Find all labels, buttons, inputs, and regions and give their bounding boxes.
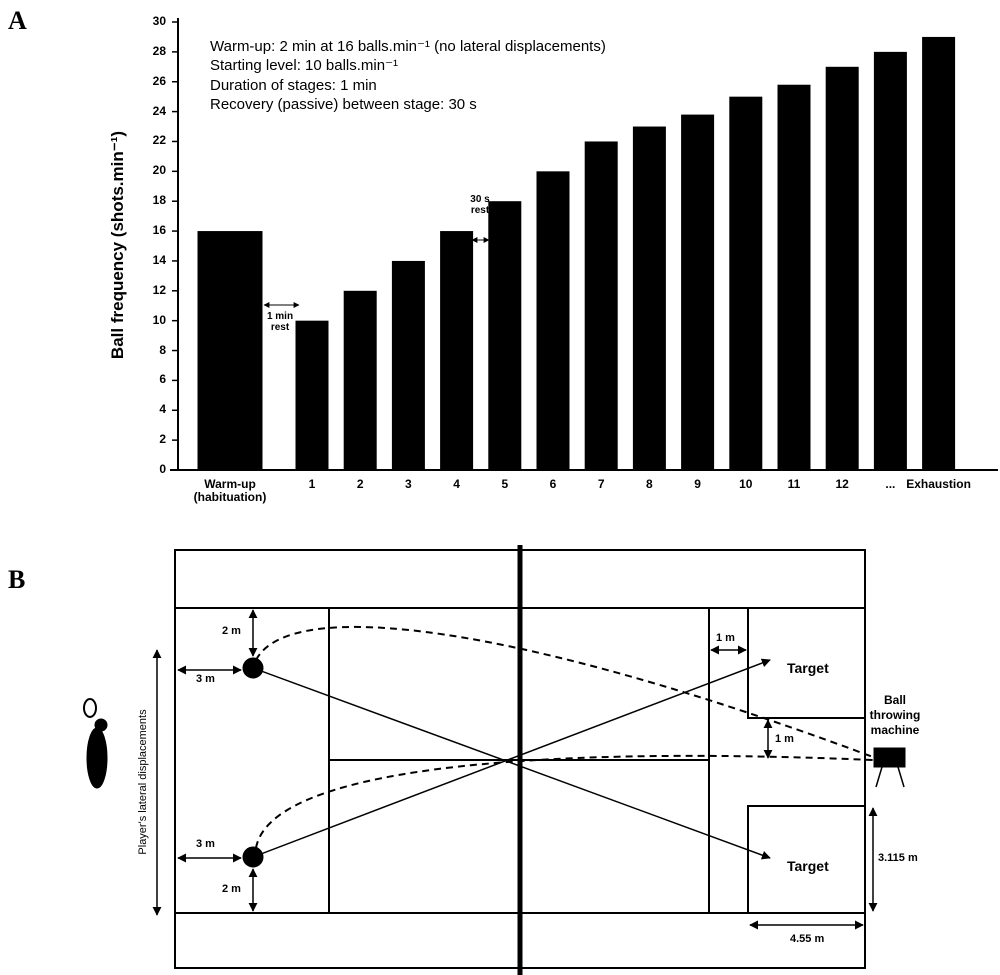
- x-tick-label: 9: [694, 477, 701, 491]
- y-tick-label: 18: [152, 193, 166, 208]
- y-tick-label: 30: [152, 14, 166, 28]
- target-label: Target: [787, 660, 829, 676]
- y-tick-label: 2: [159, 432, 166, 447]
- y-tick-label: 22: [152, 133, 166, 148]
- panel-label: B: [8, 565, 26, 594]
- y-tick-label: 16: [152, 223, 166, 238]
- y-tick-label: 0: [159, 462, 166, 476]
- y-tick-label: 14: [152, 252, 166, 267]
- x-tick-label: 12: [835, 477, 849, 491]
- annotation: Recovery (passive) between stage: 30 s: [210, 96, 477, 113]
- bar: [729, 96, 763, 471]
- y-tick-label: 28: [152, 43, 166, 58]
- bar: [681, 114, 715, 470]
- bar: [536, 171, 570, 471]
- x-tick-label: 8: [646, 477, 653, 491]
- x-tick-label: Warm-up (habituation): [193, 477, 267, 504]
- distance-label: 4.55 m: [790, 933, 825, 945]
- annotation: Duration of stages: 1 min: [210, 77, 377, 94]
- bar: [488, 201, 522, 470]
- annotation: Starting level: 10 balls.min⁻¹: [210, 57, 398, 74]
- y-tick-label: 6: [159, 372, 166, 387]
- x-tick-label: 6: [549, 477, 557, 491]
- x-tick-label: 7: [597, 477, 605, 491]
- bar: [777, 84, 811, 470]
- distance-label: 2 m: [222, 883, 241, 895]
- x-tick-label: 5: [501, 477, 509, 491]
- x-tick-label: 2: [356, 477, 364, 491]
- y-tick-label: 24: [152, 103, 166, 118]
- bar: [825, 66, 859, 471]
- machine-label: Ball throwing machine: [869, 693, 921, 737]
- y-tick-label: 12: [152, 282, 166, 297]
- distance-label: 3 m: [196, 838, 215, 850]
- y-tick-label: 26: [152, 73, 166, 88]
- bar: [632, 126, 666, 471]
- y-axis-title: Ball frequency (shots.min⁻¹): [108, 130, 127, 360]
- annotation: Warm-up: 2 min at 16 balls.min⁻¹ (no lat…: [210, 38, 606, 55]
- y-tick-label: 4: [159, 402, 166, 417]
- x-tick-label: 1: [308, 477, 316, 491]
- bar: [873, 51, 907, 470]
- panel-label: A: [8, 6, 27, 35]
- distance-label: 3 m: [196, 673, 215, 685]
- x-tick-label: Exhaustion: [906, 477, 971, 491]
- distance-label: 3.115 m: [878, 852, 918, 864]
- x-tick-label: 11: [787, 477, 801, 491]
- distance-label: 2 m: [222, 625, 241, 637]
- bar: [343, 290, 377, 470]
- target-label: Target: [787, 858, 829, 874]
- distance-label: 1 m: [716, 632, 735, 644]
- chart: [170, 18, 998, 471]
- distance-label: 1 m: [775, 733, 794, 745]
- bar: [197, 231, 263, 470]
- players-and-machine: [83, 657, 906, 868]
- rest-label: 30 s rest: [470, 194, 490, 216]
- y-tick-label: 10: [152, 312, 166, 327]
- rest-label: 1 min rest: [266, 311, 294, 333]
- x-tick-label: 3: [405, 477, 412, 491]
- y-tick-label: 8: [159, 342, 166, 357]
- bar: [391, 260, 425, 470]
- bar: [584, 141, 618, 470]
- trajectories: [152, 609, 878, 930]
- x-tick-label: ...: [885, 477, 896, 491]
- y-tick-label: 20: [152, 163, 166, 178]
- x-tick-label: 4: [453, 477, 460, 491]
- bar: [440, 231, 474, 470]
- x-tick-label: 10: [739, 477, 753, 491]
- player-axis-label: Player's lateral displacements: [137, 709, 149, 855]
- court: [174, 545, 866, 975]
- bar: [295, 320, 329, 470]
- bar: [922, 36, 956, 470]
